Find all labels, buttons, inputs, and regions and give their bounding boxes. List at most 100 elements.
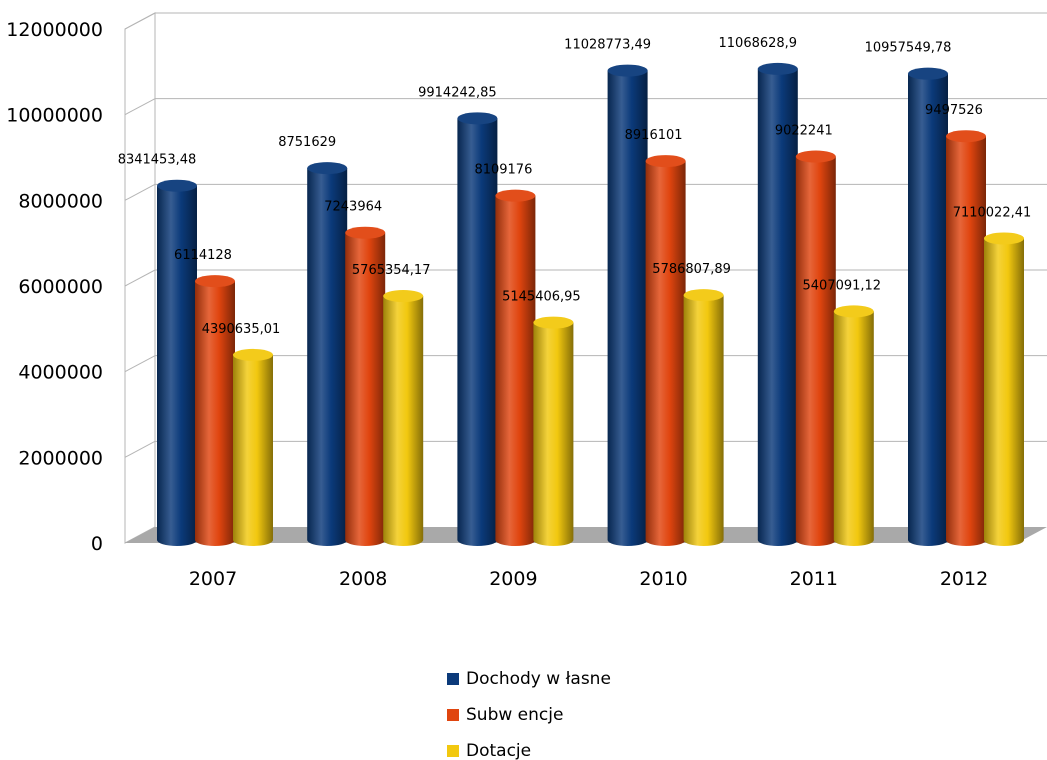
bar-body <box>383 296 424 546</box>
legend-item: Subw encje <box>447 705 563 725</box>
data-label: 6114128 <box>174 248 232 263</box>
bar-top <box>908 67 948 80</box>
data-label: 8916101 <box>625 128 683 143</box>
bar-body <box>757 68 798 546</box>
data-label: 9497526 <box>925 103 983 118</box>
bar-top <box>533 316 574 329</box>
bar <box>233 348 273 546</box>
bar-top <box>946 130 986 143</box>
bar-top <box>984 232 1024 245</box>
bar <box>533 316 574 546</box>
y-tick-label: 6000000 <box>18 276 103 298</box>
data-label: 11068628,9 <box>719 36 798 51</box>
bar-top <box>157 179 197 192</box>
data-label: 9914242,85 <box>418 85 497 100</box>
bar-body <box>457 118 498 546</box>
legend-label: Subw encje <box>466 705 563 725</box>
x-tick-label: 2012 <box>940 568 988 590</box>
x-tick-label: 2011 <box>790 568 838 590</box>
data-label: 5145406,95 <box>502 290 581 305</box>
y-axis-ticks: 0 2000000 4000000 6000000 8000000 10000000 120… <box>6 19 103 555</box>
bar-body <box>908 73 948 547</box>
gridline-side <box>124 269 156 287</box>
bar-body <box>645 161 686 546</box>
bar <box>307 162 348 547</box>
data-label: 11028773,49 <box>564 38 651 53</box>
data-label: 4390635,01 <box>202 322 281 337</box>
legend-item: Dotacje <box>447 741 531 760</box>
y-tick-label: 12000000 <box>6 19 103 41</box>
bar-top <box>307 162 348 175</box>
data-label: 7243964 <box>324 200 382 215</box>
bar <box>833 305 874 546</box>
legend-label: Dotacje <box>466 741 531 760</box>
bar-top <box>383 290 424 303</box>
gridline-side <box>124 12 156 30</box>
data-labels: 8341453,48 6114128 4390635,01 8751629 724396… <box>118 36 1032 337</box>
bar <box>345 226 386 547</box>
bar-body <box>984 238 1024 546</box>
bar-body <box>157 185 197 546</box>
gridline-side <box>124 98 156 116</box>
bar-body <box>195 281 235 546</box>
y-tick-label: 4000000 <box>18 362 103 384</box>
x-axis-ticks: 2007 2008 2009 2010 2011 2012 <box>189 568 988 590</box>
bar <box>757 62 798 546</box>
bar-top <box>345 226 386 239</box>
bar <box>607 64 648 547</box>
legend-swatch <box>447 745 459 757</box>
x-tick-label: 2008 <box>339 568 387 590</box>
y-tick-label: 8000000 <box>18 190 103 212</box>
bar <box>683 289 724 546</box>
bar-top <box>607 64 648 77</box>
bar-body <box>946 136 986 546</box>
bar <box>195 275 235 546</box>
data-label: 7110022,41 <box>953 205 1032 220</box>
bar-top <box>795 150 836 163</box>
bars <box>157 62 1024 547</box>
bar-body <box>307 168 348 547</box>
bar-top <box>757 62 798 75</box>
legend: Dochody w łasne Subw encje Dotacje <box>447 669 611 760</box>
bar <box>908 67 948 547</box>
legend-swatch <box>447 673 459 685</box>
bar <box>946 130 986 546</box>
bar <box>457 112 498 546</box>
bar <box>984 232 1024 546</box>
bar-top <box>457 112 498 125</box>
y-tick-label: 2000000 <box>18 447 103 469</box>
x-tick-label: 2009 <box>489 568 537 590</box>
gridline-side <box>124 440 156 458</box>
gridline-side <box>124 183 156 201</box>
bar <box>157 179 197 546</box>
data-label: 5407091,12 <box>803 278 882 293</box>
bar-body <box>533 322 574 546</box>
bar-body <box>833 311 874 546</box>
bar <box>383 290 424 546</box>
bar-top <box>233 348 273 361</box>
data-label: 8341453,48 <box>118 153 197 168</box>
bar <box>495 189 536 546</box>
bar-body <box>495 195 536 546</box>
bar-top <box>495 189 536 202</box>
data-label: 8751629 <box>278 135 336 150</box>
bar-body <box>233 354 273 546</box>
bar-body <box>345 232 386 547</box>
legend-swatch <box>447 709 459 721</box>
legend-label: Dochody w łasne <box>466 669 611 689</box>
bar-body <box>607 70 648 547</box>
data-label: 8109176 <box>474 163 532 178</box>
x-tick-label: 2007 <box>189 568 237 590</box>
bar-top <box>645 155 686 168</box>
data-label: 9022241 <box>775 124 833 139</box>
y-tick-label: 0 <box>91 533 103 555</box>
bar-body <box>683 295 724 546</box>
legend-item: Dochody w łasne <box>447 669 611 689</box>
bar <box>645 155 686 546</box>
x-tick-label: 2010 <box>639 568 687 590</box>
data-label: 5765354,17 <box>352 263 431 278</box>
data-label: 10957549,78 <box>865 41 952 56</box>
gridlines <box>124 12 1047 458</box>
data-label: 5786807,89 <box>652 262 731 277</box>
